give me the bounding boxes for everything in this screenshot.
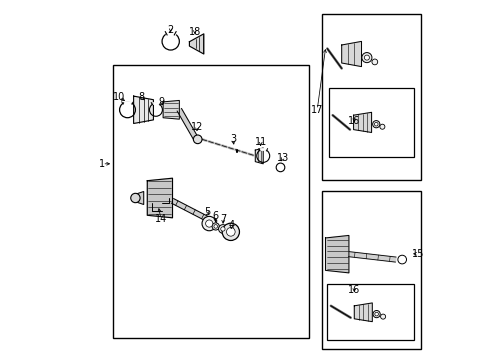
Circle shape [205, 220, 212, 227]
Polygon shape [147, 178, 172, 218]
Circle shape [220, 227, 224, 231]
Text: 15: 15 [411, 249, 423, 259]
Polygon shape [341, 41, 361, 67]
Circle shape [372, 310, 380, 318]
Text: 3: 3 [229, 134, 236, 144]
Text: 16: 16 [347, 116, 360, 126]
Circle shape [364, 55, 368, 60]
Bar [321, 191, 420, 349]
Circle shape [213, 225, 217, 228]
Polygon shape [354, 303, 371, 322]
Bar [326, 284, 413, 340]
Text: 7: 7 [220, 214, 226, 224]
Bar [321, 14, 420, 180]
Text: 16: 16 [347, 285, 360, 295]
Polygon shape [163, 100, 179, 119]
Text: 4: 4 [228, 220, 234, 230]
Text: 17: 17 [310, 105, 323, 115]
Polygon shape [177, 109, 198, 140]
Circle shape [361, 53, 371, 63]
Circle shape [374, 122, 377, 126]
Text: 8: 8 [139, 92, 144, 102]
Circle shape [226, 228, 235, 236]
Text: 18: 18 [188, 27, 201, 37]
Text: 6: 6 [212, 211, 218, 221]
Polygon shape [353, 112, 371, 132]
Polygon shape [348, 252, 395, 262]
Circle shape [212, 223, 219, 230]
Polygon shape [255, 148, 263, 164]
Text: 10: 10 [113, 92, 125, 102]
Polygon shape [189, 34, 203, 54]
Circle shape [193, 135, 202, 144]
Circle shape [371, 59, 377, 65]
Text: 1: 1 [99, 159, 105, 169]
Text: 14: 14 [155, 214, 167, 224]
Circle shape [202, 216, 216, 231]
Circle shape [379, 124, 384, 129]
Text: 12: 12 [190, 122, 203, 132]
Circle shape [218, 225, 227, 233]
Bar [113, 65, 309, 338]
Circle shape [372, 121, 379, 128]
Text: 9: 9 [158, 96, 164, 107]
Circle shape [380, 314, 385, 319]
Bar [328, 88, 413, 157]
Circle shape [130, 193, 140, 203]
Text: 13: 13 [276, 153, 288, 163]
Text: 5: 5 [204, 207, 210, 217]
Polygon shape [171, 199, 216, 225]
Circle shape [374, 312, 378, 316]
Text: 2: 2 [167, 24, 173, 35]
Polygon shape [133, 96, 153, 123]
Polygon shape [137, 192, 143, 204]
Text: 11: 11 [254, 137, 266, 147]
Polygon shape [325, 235, 348, 273]
Circle shape [222, 223, 239, 240]
